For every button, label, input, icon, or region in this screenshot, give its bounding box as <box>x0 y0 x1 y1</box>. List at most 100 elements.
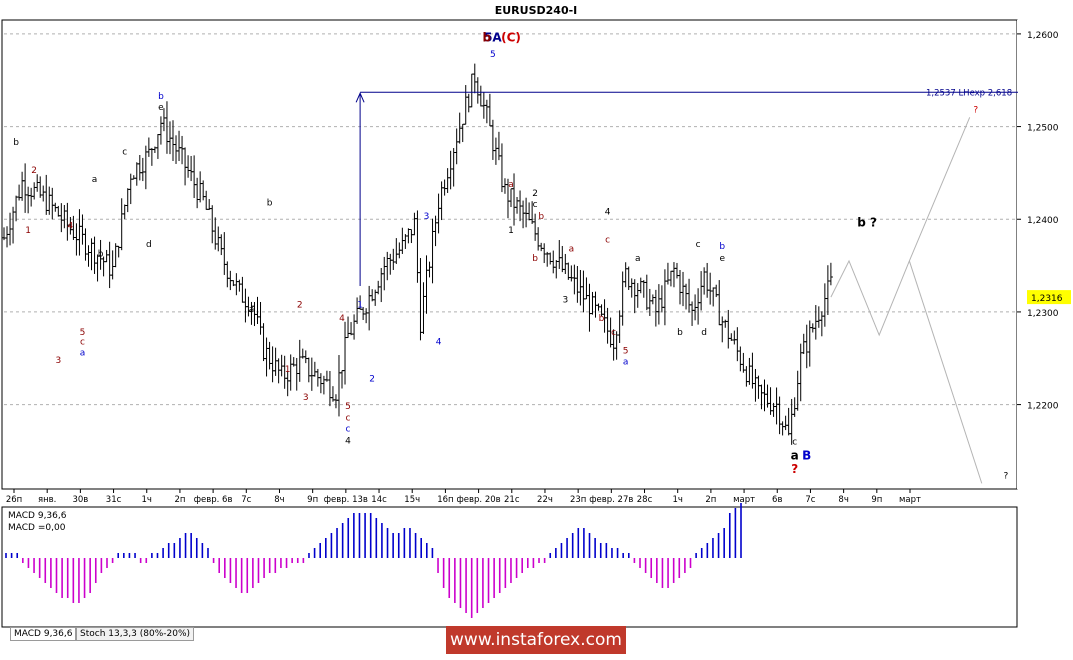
wave-label: a <box>635 254 641 264</box>
x-tick-label: 7с <box>805 495 815 505</box>
x-tick-label: 15ч <box>404 495 420 505</box>
wave-label-major: B <box>802 448 811 462</box>
x-tick-label: 22ч <box>537 495 553 505</box>
x-tick-label: 21с <box>504 495 520 505</box>
x-tick-label: февр. 27в <box>589 495 633 505</box>
x-tick-label: февр. 6в <box>194 495 233 505</box>
wave-label: 2 <box>532 189 538 199</box>
x-tick-label: 9п <box>307 495 318 505</box>
tab-stoch[interactable]: Stoch 13,3,3 (80%-20%) <box>76 627 195 641</box>
wave-label: a <box>249 305 255 315</box>
wave-label: 5 <box>80 328 86 338</box>
wave-label: 3 <box>55 356 61 366</box>
wave-label: 2 <box>297 300 303 310</box>
wave-label: c <box>346 424 351 434</box>
y-tick-label: 1,2400 <box>1027 216 1059 226</box>
x-tick-label: февр. 20в <box>457 495 501 505</box>
wave-label: b <box>532 254 538 264</box>
indicator-tabs: MACD 9,36,6 Stoch 13,3,3 (80%-20%) <box>0 626 1073 641</box>
x-tick-label: март <box>733 495 755 505</box>
tab-macd[interactable]: MACD 9,36,6 <box>10 627 77 641</box>
wave-label: b <box>158 92 164 102</box>
wave-label: 2 <box>369 374 375 384</box>
wave-label: ? <box>1004 472 1009 482</box>
x-tick-label: 23п <box>570 495 586 505</box>
wave-label-major: b <box>483 30 492 44</box>
chart-title: EURUSD240-I <box>495 4 578 17</box>
wave-label-major: 5A <box>484 30 502 44</box>
wave-label: c <box>80 337 85 347</box>
wave-label: 1 <box>285 365 291 375</box>
wave-label: c <box>605 235 610 245</box>
x-tick-label: 31с <box>106 495 122 505</box>
wave-label: 4 <box>68 222 74 232</box>
wave-label: 4 <box>605 208 611 218</box>
wave-label: c <box>792 437 797 447</box>
wave-label: 5 <box>623 347 629 357</box>
wave-label: 3 <box>303 393 309 403</box>
x-tick-label: 14с <box>371 495 387 505</box>
wave-label: 3 <box>424 212 430 222</box>
x-tick-label: 1ч <box>142 495 152 505</box>
target-line-label: 1,2537 LHexp 2,618 <box>926 88 1012 98</box>
x-tick-label: 9п <box>871 495 882 505</box>
wave-label: d <box>146 240 152 250</box>
y-tick-label: 1,2500 <box>1027 124 1059 134</box>
wave-label: ? <box>973 106 978 116</box>
wave-label: e <box>158 103 164 113</box>
x-tick-label: 26п <box>6 495 22 505</box>
wave-label: b <box>98 249 104 259</box>
wave-label: c <box>122 147 127 157</box>
x-tick-label: 28с <box>637 495 653 505</box>
y-tick-label: 1,2300 <box>1027 309 1059 319</box>
wave-label-major: (C) <box>501 30 521 44</box>
x-tick-label: 16п <box>437 495 453 505</box>
wave-label: 2 <box>31 166 37 176</box>
wave-label: 5 <box>490 50 496 60</box>
wave-label: 4 <box>339 314 345 324</box>
wave-label: c <box>346 413 351 423</box>
wave-label: d <box>701 328 707 338</box>
x-tick-label: 2п <box>174 495 185 505</box>
wave-label: a <box>623 358 629 368</box>
projection-path-down <box>908 260 983 484</box>
macd-value: MACD =0,00 <box>8 523 66 533</box>
wave-label: 5 <box>345 402 351 412</box>
current-price-box <box>1027 290 1071 305</box>
wave-label: b <box>267 198 273 208</box>
wave-label: a <box>569 245 575 255</box>
x-tick-label: февр. 13в <box>324 495 368 505</box>
target-arrow-head <box>355 92 365 103</box>
wave-label: b <box>719 242 725 252</box>
wave-label: 1 <box>508 226 514 236</box>
wave-label: e <box>719 254 725 264</box>
x-tick-label: 30в <box>72 495 88 505</box>
x-tick-label: 8ч <box>838 495 848 505</box>
wave-label: b <box>538 212 544 222</box>
wave-label: b <box>13 138 19 148</box>
wave-label: 1 <box>357 300 363 310</box>
x-tick-label: янв. <box>38 495 56 505</box>
macd-label: MACD 9,36,6 <box>8 511 67 521</box>
projection-path-up <box>830 117 971 337</box>
wave-label: b <box>599 314 605 324</box>
wave-label-major: b ? <box>857 216 877 230</box>
price-axis-bg <box>1017 20 1071 489</box>
wave-label: a <box>508 180 514 190</box>
wave-label-major: a <box>791 448 799 462</box>
wave-label: a <box>92 175 98 185</box>
x-tick-label: 2п <box>705 495 716 505</box>
watermark[interactable]: www.instaforex.com <box>446 626 626 654</box>
wave-label: 4 <box>345 437 351 447</box>
wave-label: c <box>611 328 616 338</box>
macd-pane-frame <box>1 506 1018 628</box>
wave-label: c <box>533 200 538 210</box>
current-price-label: 1,2316 <box>1031 294 1063 304</box>
wave-label: 1 <box>25 226 31 236</box>
wave-label: a <box>80 348 86 358</box>
x-tick-label: март <box>899 495 921 505</box>
y-tick-label: 1,2600 <box>1027 31 1059 41</box>
price-pane-frame <box>1 19 1018 490</box>
